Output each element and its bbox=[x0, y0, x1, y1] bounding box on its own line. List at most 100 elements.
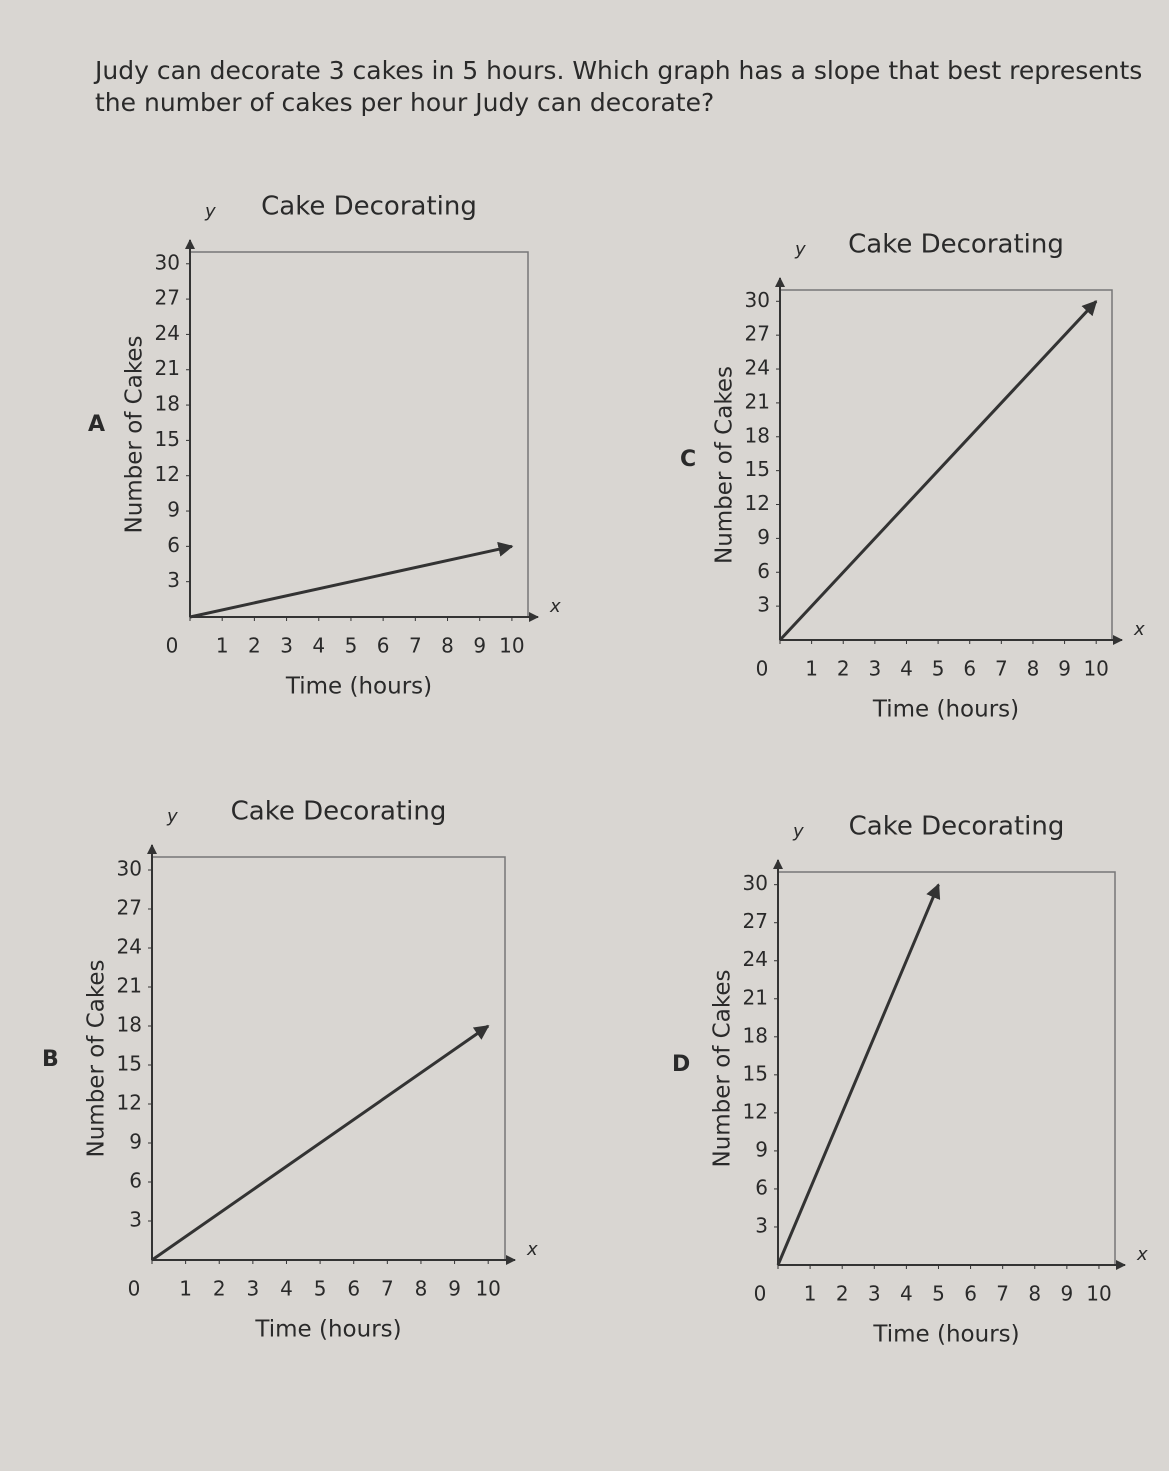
y-tick-label: 27 bbox=[117, 896, 142, 920]
y-tick-label: 15 bbox=[117, 1052, 142, 1076]
y-tick-label: 27 bbox=[745, 322, 770, 346]
x-tick-label: 2 bbox=[213, 1277, 226, 1301]
chart-title: Cake Decorating bbox=[231, 797, 447, 827]
x-tick-label: 5 bbox=[932, 657, 945, 681]
y-tick-label: 12 bbox=[155, 462, 180, 486]
plot-frame bbox=[777, 871, 1116, 1266]
y-tick-label: 30 bbox=[117, 857, 142, 881]
y-tick-label: 12 bbox=[117, 1091, 142, 1115]
y-tick-label: 3 bbox=[129, 1208, 142, 1232]
x-tick-label: 0 bbox=[756, 657, 769, 681]
y-tick-label: 6 bbox=[757, 559, 770, 583]
y-tick-label: 30 bbox=[743, 871, 768, 895]
y-tick-label: 21 bbox=[743, 985, 768, 1009]
x-tick-label: 2 bbox=[248, 634, 261, 658]
y-axis-name: y bbox=[204, 201, 216, 222]
x-tick-label: 4 bbox=[280, 1277, 293, 1301]
y-tick-label: 15 bbox=[743, 1061, 768, 1085]
chart-title: Cake Decorating bbox=[261, 192, 477, 222]
x-tick-label: 5 bbox=[314, 1277, 327, 1301]
y-axis-label: Number of Cakes bbox=[84, 960, 110, 1158]
y-tick-label: 30 bbox=[745, 288, 770, 312]
x-tick-label: 7 bbox=[409, 634, 422, 658]
x-tick-label: 10 bbox=[1086, 1282, 1111, 1306]
x-axis-label: Time (hours) bbox=[254, 1317, 401, 1343]
x-tick-label: 9 bbox=[473, 634, 486, 658]
x-axis-label: Time (hours) bbox=[285, 674, 432, 700]
x-tick-label: 4 bbox=[900, 657, 913, 681]
x-axis-name: x bbox=[1136, 1244, 1148, 1265]
data-line bbox=[189, 541, 514, 619]
y-tick-label: 24 bbox=[745, 356, 770, 380]
y-tick-label: 3 bbox=[757, 593, 770, 617]
x-tick-label: 10 bbox=[475, 1277, 500, 1301]
x-tick-label: 1 bbox=[804, 1282, 817, 1306]
y-tick-label: 24 bbox=[117, 935, 142, 959]
option-letter: B bbox=[42, 1047, 59, 1072]
y-tick-label: 15 bbox=[155, 427, 180, 451]
x-axis-name: x bbox=[1133, 619, 1145, 640]
data-line bbox=[776, 883, 941, 1266]
x-tick-label: 4 bbox=[900, 1282, 913, 1306]
y-tick-label: 15 bbox=[745, 457, 770, 481]
x-tick-label: 3 bbox=[280, 634, 293, 658]
y-tick-label: 24 bbox=[155, 321, 180, 345]
x-tick-label: 5 bbox=[345, 634, 358, 658]
x-tick-label: 2 bbox=[836, 1282, 849, 1306]
x-tick-label: 0 bbox=[128, 1277, 141, 1301]
x-tick-label: 8 bbox=[1027, 657, 1040, 681]
x-tick-label: 7 bbox=[996, 1282, 1009, 1306]
x-tick-label: 6 bbox=[347, 1277, 360, 1301]
x-tick-label: 1 bbox=[805, 657, 818, 681]
y-tick-label: 18 bbox=[743, 1023, 768, 1047]
y-tick-label: 18 bbox=[117, 1013, 142, 1037]
x-tick-label: 6 bbox=[963, 657, 976, 681]
y-axis-name: y bbox=[166, 806, 178, 827]
y-tick-label: 6 bbox=[129, 1169, 142, 1193]
option-letter: D bbox=[672, 1052, 690, 1077]
plot-frame bbox=[189, 251, 529, 618]
x-tick-label: 3 bbox=[246, 1277, 259, 1301]
y-tick-label: 18 bbox=[155, 392, 180, 416]
y-tick-label: 21 bbox=[117, 974, 142, 998]
x-axis-label: Time (hours) bbox=[872, 697, 1019, 723]
x-tick-label: 0 bbox=[754, 1282, 767, 1306]
x-tick-label: 9 bbox=[448, 1277, 461, 1301]
x-tick-label: 10 bbox=[499, 634, 524, 658]
y-tick-label: 9 bbox=[755, 1137, 768, 1161]
x-tick-label: 7 bbox=[995, 657, 1008, 681]
x-tick-label: 8 bbox=[441, 634, 454, 658]
y-axis-label: Number of Cakes bbox=[122, 336, 148, 534]
x-axis-label: Time (hours) bbox=[872, 1322, 1019, 1348]
y-tick-label: 6 bbox=[755, 1175, 768, 1199]
y-tick-label: 12 bbox=[743, 1099, 768, 1123]
y-tick-label: 9 bbox=[167, 498, 180, 522]
x-tick-label: 6 bbox=[964, 1282, 977, 1306]
x-tick-label: 8 bbox=[415, 1277, 428, 1301]
y-tick-label: 18 bbox=[745, 423, 770, 447]
x-tick-label: 8 bbox=[1028, 1282, 1041, 1306]
option-letter: C bbox=[680, 447, 696, 472]
x-tick-label: 6 bbox=[377, 634, 390, 658]
x-tick-label: 9 bbox=[1058, 657, 1071, 681]
x-tick-label: 3 bbox=[868, 1282, 881, 1306]
option-letter: A bbox=[88, 412, 105, 437]
x-tick-label: 1 bbox=[216, 634, 229, 658]
x-tick-label: 1 bbox=[179, 1277, 192, 1301]
x-axis-name: x bbox=[526, 1239, 538, 1260]
x-tick-label: 3 bbox=[868, 657, 881, 681]
x-tick-label: 4 bbox=[312, 634, 325, 658]
x-tick-label: 2 bbox=[837, 657, 850, 681]
y-tick-label: 27 bbox=[155, 286, 180, 310]
y-tick-label: 24 bbox=[743, 947, 768, 971]
y-tick-label: 9 bbox=[129, 1130, 142, 1154]
x-tick-label: 0 bbox=[166, 634, 179, 658]
plot-frame bbox=[151, 856, 506, 1261]
x-tick-label: 9 bbox=[1060, 1282, 1073, 1306]
y-axis-name: y bbox=[792, 821, 804, 842]
chart-title: Cake Decorating bbox=[848, 230, 1064, 260]
x-tick-label: 5 bbox=[932, 1282, 945, 1306]
chart-title: Cake Decorating bbox=[849, 812, 1065, 842]
